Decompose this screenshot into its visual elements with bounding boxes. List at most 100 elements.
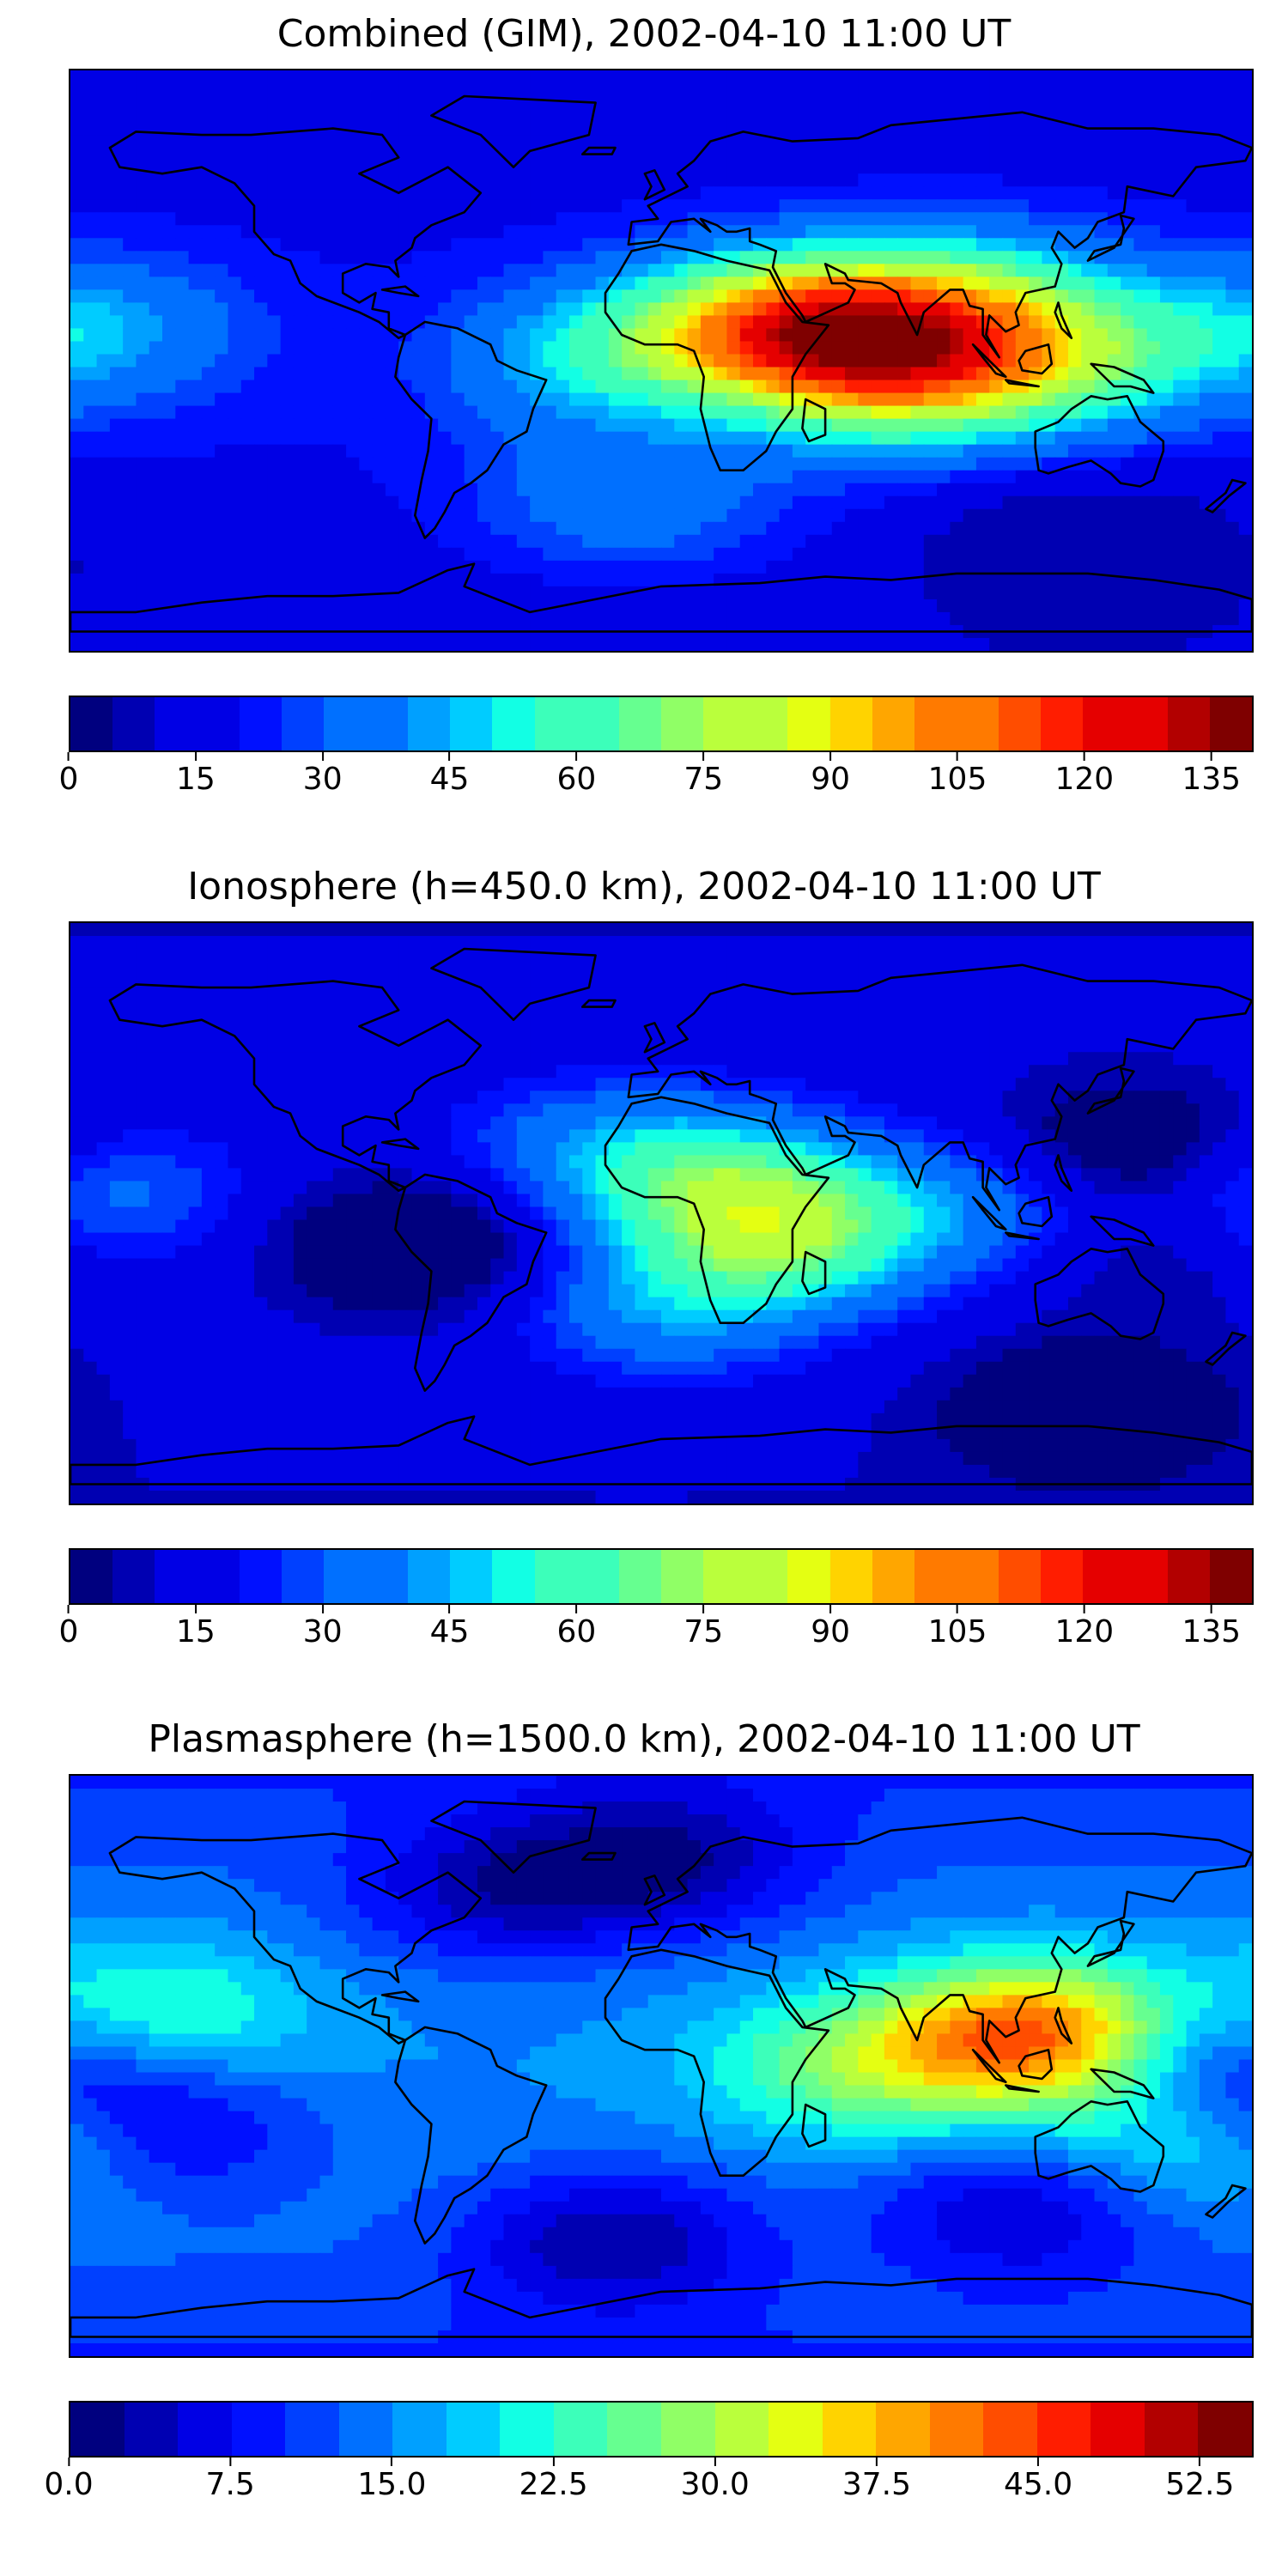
field-cell	[530, 1039, 544, 1053]
field-cell	[438, 354, 452, 368]
field-cell	[661, 1026, 675, 1040]
field-cell	[516, 975, 531, 988]
field-cell	[70, 302, 84, 317]
field-cell	[661, 367, 675, 381]
field-cell	[635, 1026, 649, 1040]
field-cell	[766, 186, 781, 200]
field-cell	[595, 96, 610, 110]
field-cell	[884, 987, 898, 1001]
field-cell	[188, 212, 203, 226]
field-cell	[188, 534, 203, 549]
field-cell	[228, 238, 242, 252]
field-cell	[1081, 560, 1096, 574]
field-cell	[503, 264, 518, 277]
field-cell	[464, 225, 478, 239]
field-cell	[845, 315, 859, 330]
field-cell	[687, 173, 702, 187]
field-cell	[83, 109, 98, 123]
field-cell	[556, 289, 570, 303]
field-cell	[674, 949, 689, 963]
field-cell	[109, 483, 124, 497]
field-cell	[319, 560, 334, 574]
field-cell	[1212, 148, 1227, 161]
field-cell	[950, 1026, 964, 1040]
field-cell	[726, 975, 741, 988]
field-cell	[647, 83, 662, 97]
field-cell	[530, 380, 544, 394]
field-cell	[556, 457, 570, 471]
field-cell	[1042, 212, 1056, 226]
field-cell	[175, 987, 190, 1001]
field-cell	[726, 289, 741, 303]
field-cell	[1054, 1026, 1069, 1040]
field-cell	[162, 392, 176, 407]
field-cell	[568, 148, 583, 161]
field-cell	[674, 987, 689, 1001]
field-cell	[714, 923, 728, 937]
field-cell	[582, 1026, 597, 1040]
field-cell	[1042, 70, 1056, 84]
field-cell	[753, 70, 767, 84]
field-cell	[937, 949, 951, 963]
field-cell	[293, 418, 307, 433]
field-cell	[398, 354, 413, 368]
field-cell	[503, 547, 518, 562]
field-cell	[1081, 418, 1096, 433]
colorbar-swatch	[956, 697, 999, 750]
field-cell	[254, 962, 268, 975]
field-cell	[1121, 148, 1134, 161]
field-cell	[228, 573, 242, 587]
field-cell	[1002, 264, 1017, 277]
field-cell	[1081, 586, 1096, 600]
field-cell	[438, 135, 452, 149]
field-cell	[858, 122, 872, 136]
field-cell	[989, 264, 1004, 277]
field-cell	[359, 534, 374, 549]
field-cell	[70, 586, 84, 600]
field-cell	[714, 975, 728, 988]
field-cell	[96, 495, 111, 510]
field-cell	[490, 637, 505, 651]
field-cell	[635, 923, 649, 937]
field-cell	[1054, 1013, 1069, 1027]
field-cell	[477, 148, 491, 161]
field-cell	[726, 470, 741, 484]
field-cell	[136, 315, 150, 330]
field-cell	[568, 186, 583, 200]
field-cell	[858, 547, 872, 562]
tick-label: 30	[302, 762, 343, 797]
field-cell	[385, 534, 399, 549]
field-cell	[240, 508, 255, 523]
field-cell	[1067, 1000, 1082, 1014]
field-cell	[923, 341, 938, 355]
field-cell	[1225, 521, 1240, 536]
field-cell	[622, 276, 636, 290]
field-cell	[136, 367, 150, 381]
field-cell	[805, 238, 820, 252]
field-cell	[254, 598, 268, 613]
field-cell	[726, 637, 741, 651]
field-cell	[1212, 611, 1227, 626]
field-cell	[556, 212, 570, 226]
field-cell	[96, 573, 111, 587]
field-cell	[989, 495, 1004, 510]
field-cell	[1225, 276, 1240, 290]
field-cell	[726, 936, 741, 950]
field-cell	[950, 495, 964, 510]
field-cell	[70, 341, 84, 355]
field-cell	[884, 186, 898, 200]
field-cell	[897, 573, 912, 587]
field-cell	[188, 1039, 203, 1053]
field-cell	[109, 444, 124, 459]
field-cell	[280, 598, 295, 613]
tick-mark	[829, 752, 832, 761]
field-cell	[398, 148, 413, 161]
field-cell	[1081, 96, 1096, 110]
field-cell	[608, 354, 623, 368]
field-cell	[149, 560, 163, 574]
field-cell	[608, 431, 623, 446]
field-cell	[753, 637, 767, 651]
coastline	[430, 94, 597, 168]
field-cell	[753, 199, 767, 213]
field-cell	[910, 586, 925, 600]
